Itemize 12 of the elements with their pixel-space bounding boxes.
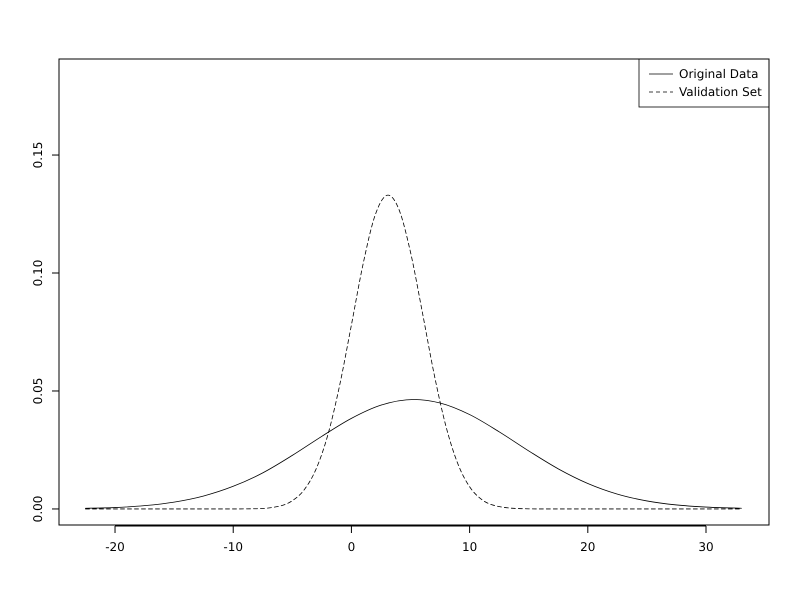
y-tick-label: 0.15 <box>31 142 45 168</box>
legend-label: Validation Set <box>679 85 762 99</box>
x-tick-label: -20 <box>105 540 125 554</box>
y-tick-label: 0.00 <box>31 496 45 522</box>
y-tick-label: 0.10 <box>31 260 45 286</box>
x-tick-label: -10 <box>223 540 244 554</box>
y-tick-label: 0.05 <box>31 378 45 404</box>
x-tick-label: 20 <box>580 540 596 554</box>
x-tick-label: 10 <box>462 540 478 554</box>
x-tick-label: 0 <box>348 540 356 554</box>
x-tick-label: 30 <box>698 540 714 554</box>
legend-label: Original Data <box>679 67 758 81</box>
